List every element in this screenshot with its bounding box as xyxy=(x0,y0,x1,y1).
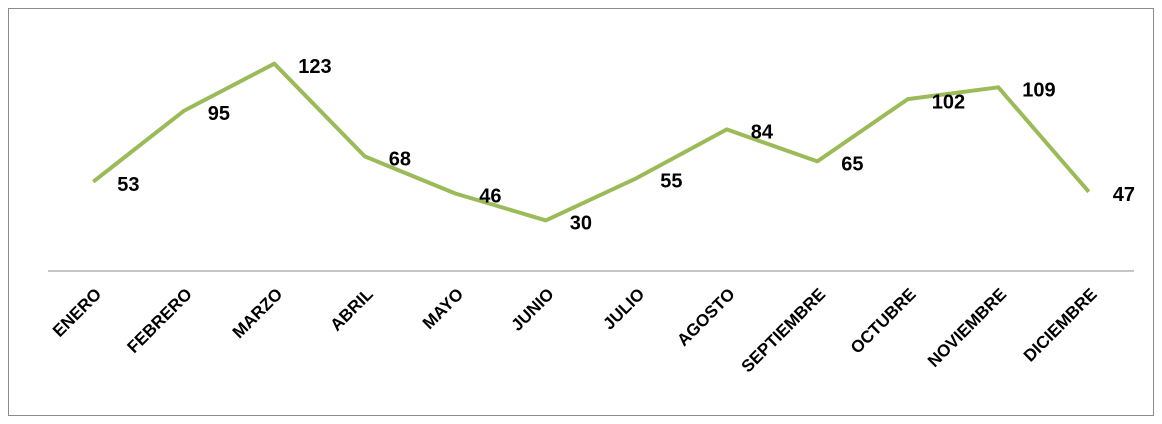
data-label: 46 xyxy=(479,186,501,208)
data-label: 84 xyxy=(751,122,774,144)
data-label: 30 xyxy=(570,213,592,235)
chart-frame xyxy=(8,8,1154,416)
data-label: 109 xyxy=(1022,80,1055,102)
data-label: 68 xyxy=(389,149,411,171)
data-label: 55 xyxy=(660,171,682,193)
data-label: 47 xyxy=(1113,184,1135,206)
data-label: 65 xyxy=(841,154,863,176)
data-label: 53 xyxy=(117,174,139,196)
data-label: 123 xyxy=(298,56,331,78)
data-label: 102 xyxy=(932,91,965,113)
data-label: 95 xyxy=(208,103,230,125)
data-line xyxy=(92,61,1091,223)
